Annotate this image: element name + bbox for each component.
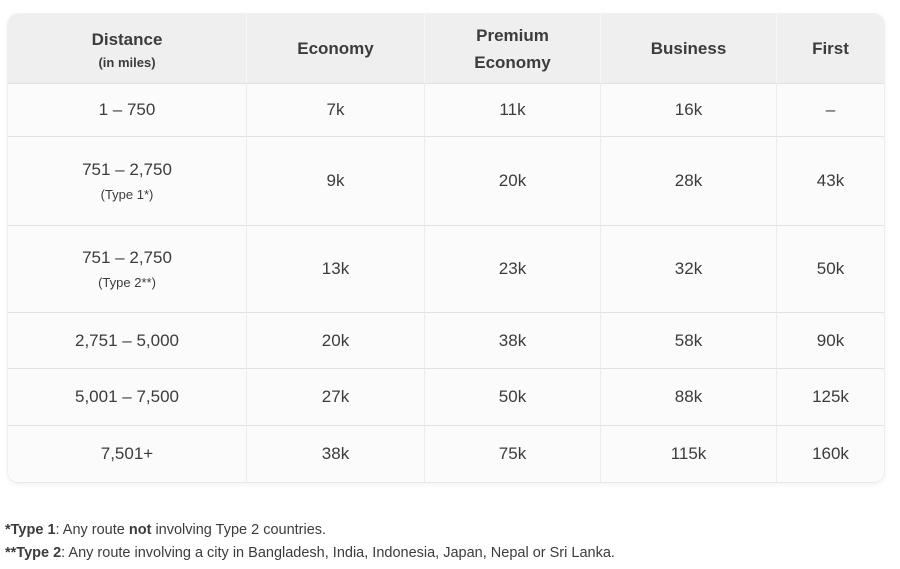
economy-value-cell: 13k [246, 225, 424, 312]
business-value-cell: 115k [600, 425, 776, 482]
distance-range: 2,751 – 5,000 [75, 330, 179, 350]
footnotes: *Type 1: Any route not involving Type 2 … [5, 519, 615, 565]
header-cell-distance: Distance (in miles) [8, 14, 246, 83]
award-table: Distance (in miles) Economy Premium Econ… [8, 14, 884, 482]
economy-value-cell: 38k [246, 425, 424, 482]
footnote-type2: **Type 2: Any route involving a city in … [5, 545, 615, 561]
economy-value-cell: 20k [246, 312, 424, 368]
distance-cell: 5,001 – 7,500 [8, 368, 246, 425]
distance-range: 1 – 750 [98, 100, 156, 119]
distance-cell: 2,751 – 5,000 [8, 312, 246, 368]
distance-range: 751 – 2,750 [82, 248, 172, 267]
premium-economy-header-label: Premium Economy [474, 25, 551, 72]
business-value-cell: 32k [600, 225, 776, 312]
footnote-type1: *Type 1: Any route not involving Type 2 … [5, 522, 327, 538]
distance-range: 5,001 – 7,500 [75, 387, 179, 406]
economy-header-label: Economy [297, 39, 374, 58]
business-value-cell: 88k [600, 368, 776, 425]
distance-cell: 1 – 750 [8, 83, 246, 136]
premium-economy-value-cell: 50k [424, 368, 600, 425]
header-cell-first: First [776, 14, 884, 83]
first-value-cell: 43k [776, 136, 884, 225]
first-value-cell: 50k [776, 225, 884, 312]
first-value-cell: 160k [776, 425, 884, 482]
premium-economy-value-cell: 23k [424, 225, 600, 312]
table-row: 751 – 2,750 (Type 2**) 13k 23k 32k 50k [8, 225, 884, 312]
business-header-label: Business [650, 39, 727, 58]
business-value-cell: 16k [600, 83, 776, 136]
table-row: 7,501+ 38k 75k 115k 160k [8, 425, 884, 482]
premium-economy-value-cell: 20k [424, 136, 600, 225]
distance-header-label: Distance [91, 29, 163, 49]
award-chart-table: Distance (in miles) Economy Premium Econ… [8, 14, 884, 482]
economy-value-cell: 27k [246, 368, 424, 425]
first-header-label: First [812, 39, 849, 58]
table-row: 1 – 750 7k 11k 16k – [8, 83, 884, 136]
header-cell-economy: Economy [246, 14, 424, 83]
economy-value-cell: 7k [246, 83, 424, 136]
distance-header-sublabel: (in miles) [98, 54, 156, 70]
distance-cell: 7,501+ [8, 425, 246, 482]
distance-cell: 751 – 2,750 (Type 2**) [8, 225, 246, 312]
header-row: Distance (in miles) Economy Premium Econ… [8, 14, 884, 83]
distance-type-note: (Type 1*) [100, 187, 154, 202]
table-row: 5,001 – 7,500 27k 50k 88k 125k [8, 368, 884, 425]
premium-economy-value-cell: 38k [424, 312, 600, 368]
table-row: 751 – 2,750 (Type 1*) 9k 20k 28k 43k [8, 136, 884, 225]
distance-range: 751 – 2,750 [82, 160, 172, 179]
economy-value-cell: 9k [246, 136, 424, 225]
business-value-cell: 28k [600, 136, 776, 225]
premium-economy-value-cell: 11k [424, 83, 600, 136]
first-value-cell: – [776, 83, 884, 136]
first-value-cell: 90k [776, 312, 884, 368]
header-cell-premium-economy: Premium Economy [424, 14, 600, 83]
header-cell-business: Business [600, 14, 776, 83]
table-row: 2,751 – 5,000 20k 38k 58k 90k [8, 312, 884, 368]
business-value-cell: 58k [600, 312, 776, 368]
distance-range: 7,501+ [100, 444, 154, 463]
first-value-cell: 125k [776, 368, 884, 425]
premium-economy-value-cell: 75k [424, 425, 600, 482]
distance-cell: 751 – 2,750 (Type 1*) [8, 136, 246, 225]
distance-type-note: (Type 2**) [98, 275, 156, 290]
